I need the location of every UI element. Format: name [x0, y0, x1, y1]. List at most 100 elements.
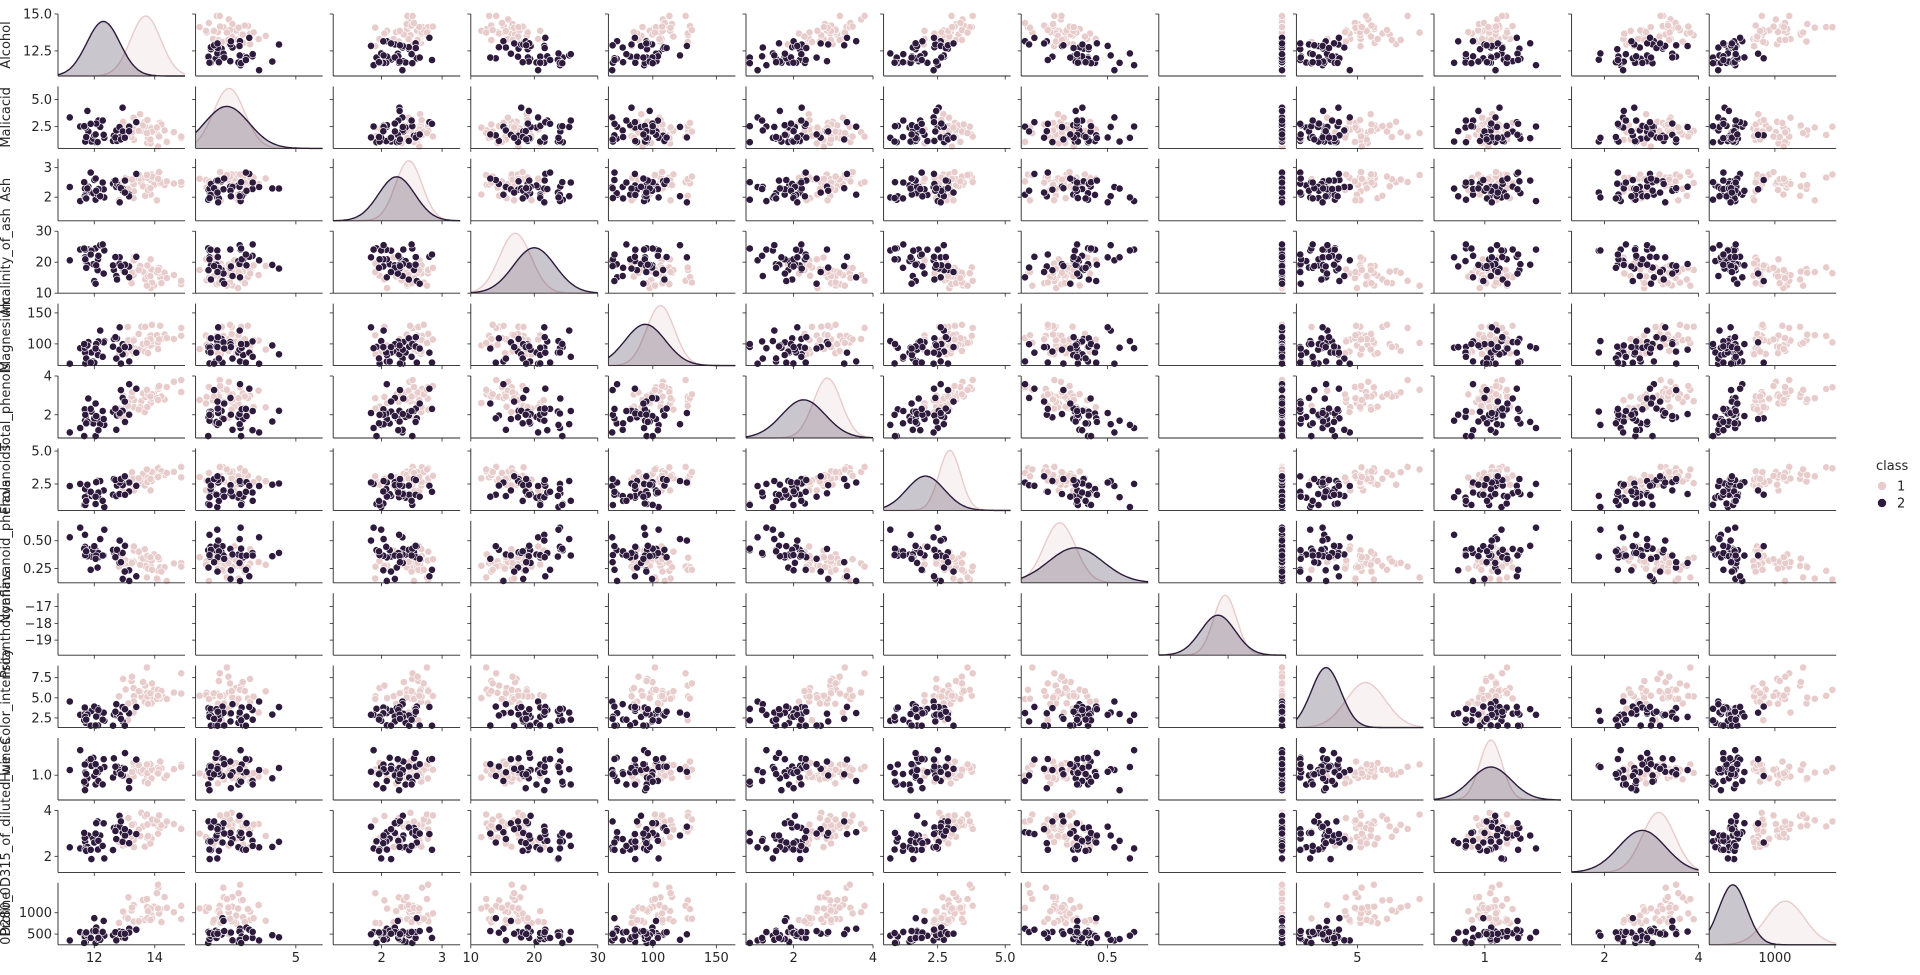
point-class-2: [1278, 268, 1286, 276]
point-class-2: [1450, 58, 1458, 67]
point-class-2: [1454, 127, 1463, 136]
point-class-1: [806, 271, 814, 280]
point-class-2: [1308, 240, 1317, 249]
point-class-2: [1335, 118, 1343, 127]
point-class-2: [1733, 279, 1742, 288]
point-class-1: [238, 30, 247, 39]
point-class-2: [823, 245, 831, 254]
point-class-1: [1057, 11, 1066, 20]
point-class-1: [1028, 281, 1037, 290]
point-class-1: [142, 171, 151, 179]
point-class-2: [1643, 260, 1652, 269]
point-class-2: [1335, 277, 1344, 285]
point-class-2: [1627, 127, 1636, 136]
point-class-1: [947, 11, 956, 20]
point-class-2: [762, 61, 771, 70]
point-class-1: [428, 22, 437, 31]
point-class-1: [651, 28, 659, 37]
point-class-2: [236, 273, 244, 282]
point-class-2: [775, 39, 783, 48]
point-class-1: [383, 284, 391, 292]
point-class-2: [1482, 41, 1491, 50]
point-class-2: [120, 343, 129, 351]
point-class-1: [860, 11, 869, 20]
point-class-1: [134, 126, 143, 135]
subplot-4-1: [192, 303, 323, 370]
point-class-1: [1351, 196, 1360, 205]
point-class-1: [177, 331, 186, 340]
point-class-1: [177, 132, 186, 141]
point-class-1: [1383, 320, 1391, 329]
point-class-1: [1803, 20, 1812, 28]
point-class-2: [899, 50, 908, 59]
point-class-1: [945, 113, 953, 122]
point-class-1: [534, 335, 543, 344]
point-class-1: [1769, 168, 1778, 176]
point-class-2: [540, 133, 549, 142]
y-axis-label: Alcohol: [0, 21, 14, 68]
point-class-2: [1074, 194, 1082, 202]
point-class-2: [522, 41, 531, 50]
point-class-2: [375, 354, 383, 363]
point-class-2: [387, 133, 395, 142]
point-class-2: [1025, 263, 1033, 272]
point-class-2: [525, 342, 534, 351]
point-class-2: [640, 245, 648, 254]
point-class-2: [387, 268, 395, 276]
point-class-2: [1126, 246, 1134, 255]
point-class-1: [1674, 196, 1683, 205]
point-class-2: [1635, 272, 1644, 280]
point-class-2: [109, 342, 117, 351]
kde-class-2-fill: [333, 176, 461, 221]
point-class-2: [1619, 107, 1628, 115]
point-class-2: [1719, 56, 1728, 64]
subplot-3-5: [742, 230, 874, 297]
point-class-1: [1474, 26, 1483, 35]
point-class-1: [1415, 338, 1424, 347]
point-class-2: [886, 49, 895, 58]
point-class-2: [758, 43, 767, 52]
point-class-2: [115, 198, 124, 207]
point-class-2: [781, 269, 789, 278]
point-class-1: [146, 135, 155, 144]
point-class-2: [92, 186, 101, 195]
point-class-2: [1126, 193, 1134, 202]
subplot-0-3: [467, 11, 599, 80]
point-class-1: [1351, 177, 1359, 186]
point-class-1: [963, 338, 972, 347]
point-class-2: [776, 107, 784, 115]
point-class-2: [540, 323, 549, 332]
point-class-2: [82, 133, 91, 141]
point-class-2: [1596, 49, 1605, 58]
point-class-2: [237, 178, 245, 187]
point-class-2: [1091, 190, 1099, 199]
point-class-2: [113, 275, 121, 284]
point-class-1: [1750, 196, 1758, 205]
point-class-2: [411, 260, 420, 269]
point-class-2: [918, 343, 927, 351]
point-class-1: [1802, 37, 1811, 46]
point-class-2: [639, 53, 648, 62]
point-class-2: [566, 116, 575, 125]
point-class-1: [1779, 142, 1788, 151]
point-class-2: [1454, 262, 1463, 271]
point-class-2: [92, 261, 101, 270]
kde-class-2-fill: [58, 21, 185, 76]
point-class-2: [639, 174, 648, 183]
subplot-0-0: 12.515.0: [23, 8, 186, 80]
point-class-1: [669, 32, 678, 41]
point-class-1: [819, 253, 828, 262]
point-class-2: [558, 122, 567, 131]
y-axis-label: Malicacid: [0, 87, 14, 148]
point-class-1: [169, 128, 178, 137]
point-class-2: [1513, 130, 1522, 139]
point-class-2: [1532, 197, 1540, 205]
point-class-2: [1719, 39, 1728, 48]
point-class-2: [536, 58, 545, 67]
point-class-2: [367, 42, 375, 50]
point-class-2: [662, 133, 671, 142]
subplot-3-7: [1017, 230, 1149, 297]
point-class-1: [1779, 266, 1788, 274]
y-tick-label: 15.0: [23, 8, 52, 23]
point-class-2: [930, 118, 938, 127]
